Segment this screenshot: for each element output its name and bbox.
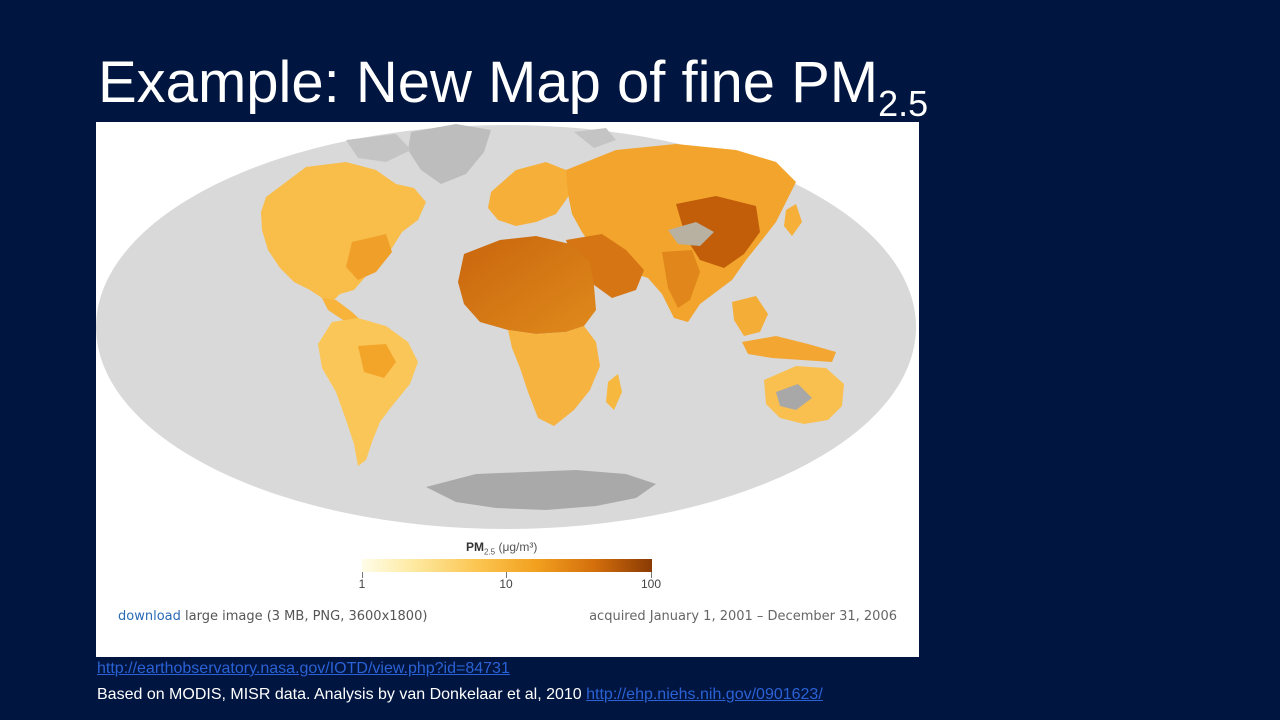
india-haze — [662, 250, 700, 308]
slide-title-subscript: 2.5 — [878, 83, 929, 124]
legend-tick-label: 10 — [499, 577, 513, 591]
legend-tick-1 — [362, 572, 363, 578]
credit-url-link[interactable]: http://ehp.niehs.nih.gov/0901623/ — [586, 686, 823, 703]
pm25-map-panel: PM2.5 (μg/m³) 1 10 100 download large im… — [96, 122, 919, 657]
legend-title-units: (μg/m³) — [495, 540, 538, 554]
japan — [784, 204, 802, 236]
svalbard-ice — [574, 128, 616, 148]
antarctica — [426, 470, 656, 510]
legend-tick-label: 100 — [640, 577, 662, 591]
download-caption: download large image (3 MB, PNG, 3600x18… — [118, 609, 427, 624]
credit-text: Based on MODIS, MISR data. Analysis by v… — [97, 686, 587, 703]
amazon-haze — [358, 344, 396, 378]
legend-title: PM2.5 (μg/m³) — [466, 540, 537, 556]
download-description: large image (3 MB, PNG, 3600x1800) — [180, 609, 428, 624]
legend-title-subscript: 2.5 — [484, 547, 496, 557]
legend-title-main: PM — [466, 540, 484, 554]
world-pm25-map — [96, 124, 916, 529]
greenland-ice — [408, 124, 491, 184]
credit-line: Based on MODIS, MISR data. Analysis by v… — [97, 686, 823, 704]
south-america — [318, 318, 418, 466]
middle-east — [566, 234, 644, 298]
source-url-link[interactable]: http://earthobservatory.nasa.gov/IOTD/vi… — [97, 660, 510, 677]
download-link[interactable]: download — [118, 609, 181, 624]
africa-north — [458, 236, 596, 334]
tibet-plateau — [668, 222, 714, 246]
arctic-islands-ice — [346, 134, 411, 162]
legend-tick-10 — [506, 572, 507, 578]
us-east-haze — [346, 234, 392, 280]
north-america — [261, 162, 426, 302]
acquired-date-range: acquired January 1, 2001 – December 31, … — [589, 609, 897, 624]
legend-color-bar — [362, 559, 652, 572]
legend-tick-100 — [651, 572, 652, 578]
europe — [488, 162, 576, 226]
slide-title-main: Example: New Map of fine PM — [98, 50, 879, 115]
legend-tick-label: 1 — [358, 577, 366, 591]
china-haze — [676, 196, 760, 268]
slide-title: Example: New Map of fine PM2.5 — [98, 50, 928, 122]
africa-south — [508, 326, 600, 426]
indonesia — [742, 336, 836, 362]
madagascar — [606, 374, 622, 410]
southeast-asia — [732, 296, 768, 336]
australia-interior — [776, 384, 812, 410]
